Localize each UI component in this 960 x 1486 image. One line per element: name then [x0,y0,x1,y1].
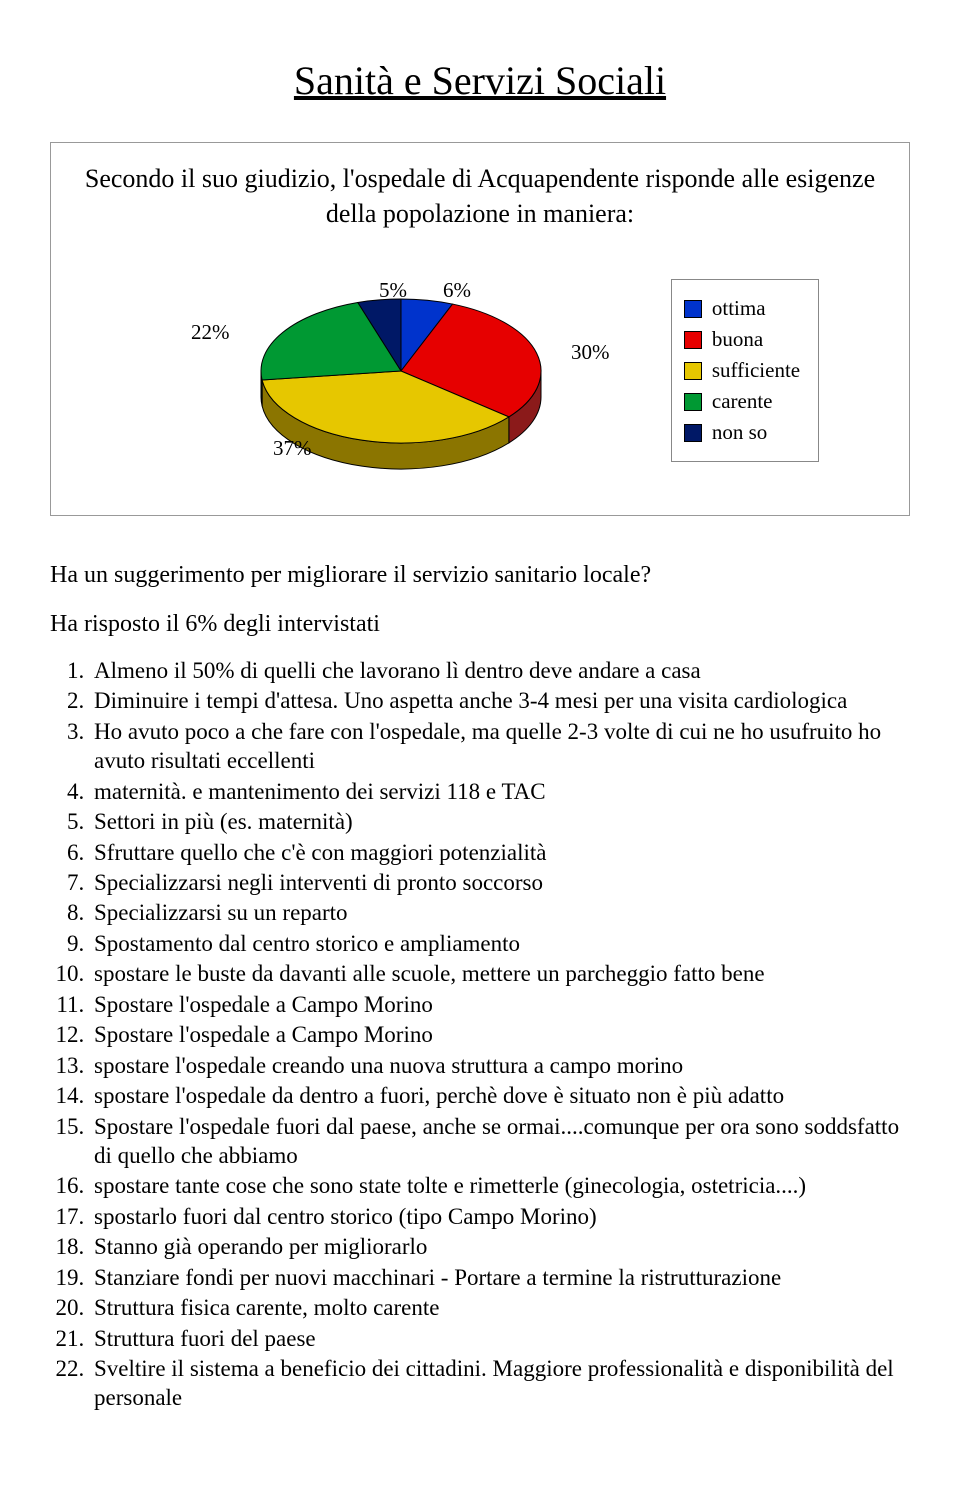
list-item: spostare l'ospedale creando una nuova st… [90,1051,910,1080]
response-rate: Ha risposto il 6% degli intervistati [50,611,910,638]
list-item: Ho avuto poco a che fare con l'ospedale,… [90,717,910,776]
legend-item: buona [684,327,800,352]
list-item: Struttura fisica carente, molto carente [90,1293,910,1322]
list-item: Struttura fuori del paese [90,1324,910,1353]
legend-label: buona [712,327,763,352]
list-item: Sveltire il sistema a beneficio dei citt… [90,1354,910,1413]
chart-box: Secondo il suo giudizio, l'ospedale di A… [50,142,910,516]
legend-swatch [684,424,702,442]
suggestions-list: Almeno il 50% di quelli che lavorano lì … [50,656,910,1413]
page: Sanità e Servizi Sociali Secondo il suo … [0,0,960,1486]
legend-swatch [684,362,702,380]
legend-label: ottima [712,296,766,321]
legend-item: ottima [684,296,800,321]
legend-swatch [684,331,702,349]
chart-row: 5% 6% 30% 22% 37% ottima buona sufficiente care… [79,251,881,491]
list-item: Sfruttare quello che c'è con maggiori po… [90,838,910,867]
list-item: spostare tante cose che sono state tolte… [90,1171,910,1200]
list-item: Spostare l'ospedale fuori dal paese, anc… [90,1112,910,1171]
pie-chart: 5% 6% 30% 22% 37% [141,251,641,491]
list-item: Specializzarsi su un reparto [90,898,910,927]
list-item: Stanziare fondi per nuovi macchinari - P… [90,1263,910,1292]
legend-swatch [684,393,702,411]
pie-pct-label: 6% [443,278,471,302]
list-item: Almeno il 50% di quelli che lavorano lì … [90,656,910,685]
pie-pct-label: 5% [379,278,407,302]
list-item: Stanno già operando per migliorarlo [90,1232,910,1261]
pie-pct-label: 22% [191,320,230,344]
list-item: spostarlo fuori dal centro storico (tipo… [90,1202,910,1231]
legend-item: carente [684,389,800,414]
question-1: Secondo il suo giudizio, l'ospedale di A… [79,161,881,231]
legend-label: non so [712,420,767,445]
legend-item: sufficiente [684,358,800,383]
legend-swatch [684,300,702,318]
legend-label: sufficiente [712,358,800,383]
pie-pct-label: 37% [273,436,312,460]
list-item: maternità. e mantenimento dei servizi 11… [90,777,910,806]
legend-item: non so [684,420,800,445]
list-item: Spostare l'ospedale a Campo Morino [90,990,910,1019]
list-item: spostare l'ospedale da dentro a fuori, p… [90,1081,910,1110]
list-item: Specializzarsi negli interventi di pront… [90,868,910,897]
list-item: Settori in più (es. maternità) [90,807,910,836]
page-title: Sanità e Servizi Sociali [50,57,910,104]
list-item: Spostare l'ospedale a Campo Morino [90,1020,910,1049]
question-2: Ha un suggerimento per migliorare il ser… [50,562,910,589]
list-item: spostare le buste da davanti alle scuole… [90,959,910,988]
pie-pct-label: 30% [571,340,610,364]
list-item: Diminuire i tempi d'attesa. Uno aspetta … [90,686,910,715]
list-item: Spostamento dal centro storico e ampliam… [90,929,910,958]
chart-legend: ottima buona sufficiente carente non so [671,279,819,462]
legend-label: carente [712,389,773,414]
